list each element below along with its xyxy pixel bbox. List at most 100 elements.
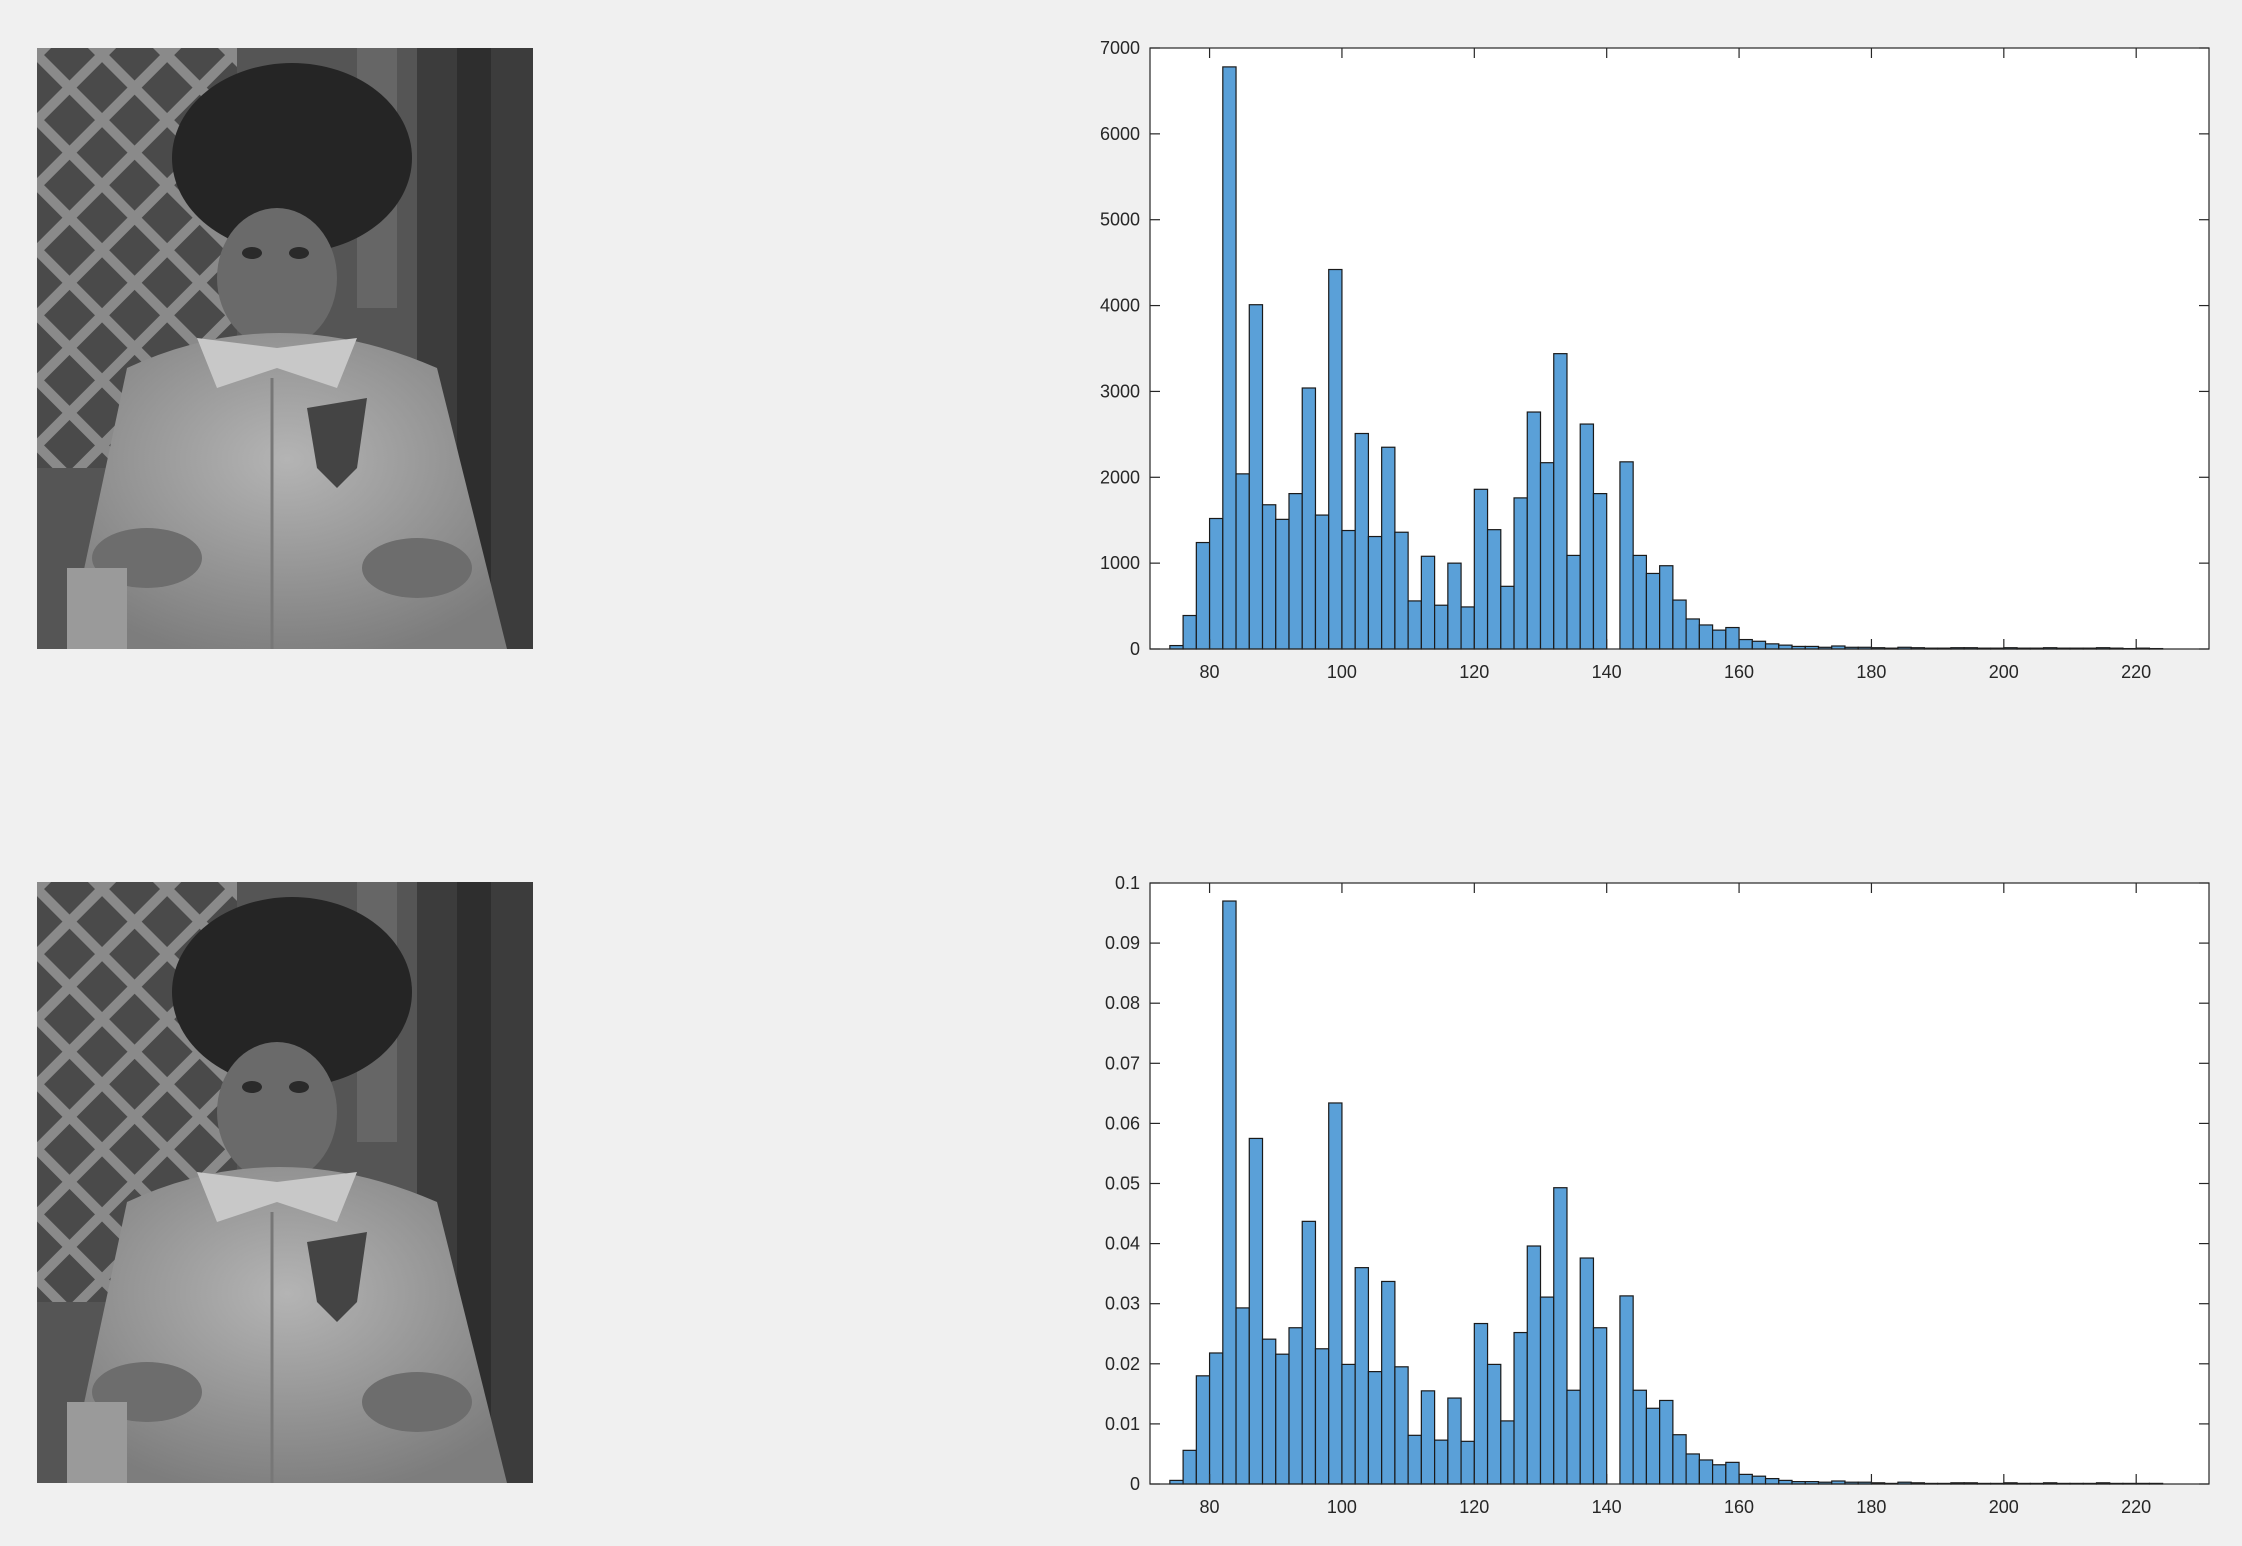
histogram-bar [1685,618,1700,650]
histogram-bar [1711,629,1727,650]
histogram-bar [1354,432,1370,650]
x-tick-label: 100 [1327,1497,1357,1517]
histogram-bar [1486,1363,1502,1485]
histogram-bar [1261,1338,1277,1485]
histogram-bar [1526,411,1542,650]
histogram-bar [1261,504,1277,650]
histogram-bar [1698,624,1714,650]
histogram-1: 80 100 120 140 160 180 200 220 0 1000 2000 3000 4000… [1100,38,2210,682]
histogram-bar [1539,462,1555,650]
y-tick-label: 0.07 [1105,1053,1140,1073]
histogram-bar [1275,1353,1290,1485]
histogram-bar [1182,614,1197,650]
histogram-bar [1367,1371,1383,1485]
histogram-bar [1434,604,1449,650]
histogram-bar [1526,1245,1542,1485]
histogram-bar [1367,535,1383,650]
histogram-bar [1632,554,1648,650]
y-tick-label: 2000 [1100,467,1140,487]
histogram-bar [1381,1280,1396,1485]
histogram-bar [1659,565,1674,650]
histogram-bar [1195,1375,1211,1485]
histogram-bar [1248,304,1264,650]
histogram-bar [1764,1477,1780,1485]
histogram-bar [1553,1187,1568,1485]
histogram-bar [1751,640,1767,650]
histogram-bar [1486,529,1502,650]
histogram-bar [1420,555,1436,650]
histogram-bar [1248,1137,1264,1485]
histogram-bar [1592,492,1608,650]
histogram-bar [1235,1307,1250,1485]
y-tick-label: 0 [1130,1474,1140,1494]
x-tick-label: 80 [1200,662,1220,682]
y-tick-label: 0.01 [1105,1414,1140,1434]
histogram-bar [1288,1327,1303,1485]
grayscale-photo-copy [37,882,533,1483]
histogram-bar [1182,1449,1197,1485]
histogram-bar [1592,1327,1608,1485]
histogram-bar [1394,1366,1409,1485]
histogram-bar [1659,1399,1674,1485]
x-tick-label: 160 [1724,662,1754,682]
x-tick-label: 140 [1592,662,1622,682]
histogram-bar [1725,1461,1740,1485]
histogram-bar [1566,1389,1581,1485]
histogram-bar [1341,1363,1356,1485]
histogram-bar [1222,66,1237,650]
x-tick-label: 100 [1327,662,1357,682]
x-tick-label: 220 [2121,662,2151,682]
x-tick-label: 180 [1856,1497,1886,1517]
axes-box [1149,47,2210,650]
histogram-bar [1314,514,1330,650]
child-photo-illustration [37,882,533,1483]
histogram-bar [1394,531,1409,650]
x-tick-label: 160 [1724,1497,1754,1517]
grayscale-photo-original [37,48,533,649]
y-tick-label: 0.03 [1105,1294,1140,1314]
x-tick-label: 120 [1459,662,1489,682]
histogram-bar [1764,643,1780,650]
histogram-bar [1738,1473,1753,1485]
histogram-bar [1513,497,1528,650]
histogram-bar [1407,600,1422,650]
histogram-bar [1725,626,1740,650]
histogram-bar [1473,1322,1489,1485]
x-tick-label: 120 [1459,1497,1489,1517]
histogram-bar [1447,1397,1462,1485]
y-tick-label: 3000 [1100,381,1140,401]
histogram-bar [1500,1420,1515,1485]
histogram-bar [1235,473,1250,650]
histogram-bar [1275,518,1290,650]
histogram-bar [1685,1453,1700,1485]
x-tick-label: 200 [1989,1497,2019,1517]
x-tick-label: 80 [1200,1497,1220,1517]
y-tick-label: 0.1 [1115,873,1140,893]
histogram-bar [1447,562,1462,650]
x-tick-label: 180 [1856,662,1886,682]
histogram-bar [1698,1459,1714,1485]
histogram-bar [1672,1434,1687,1485]
y-tick-label: 0.09 [1105,933,1140,953]
histogram-bar [1195,541,1211,650]
histogram-bar [1434,1439,1449,1485]
histogram-bar [1328,1102,1343,1485]
histogram-bar [1645,572,1661,650]
x-tick-label: 140 [1592,1497,1622,1517]
y-tick-label: 1000 [1100,553,1140,573]
y-tick-label: 5000 [1100,210,1140,230]
histogram-bar [1579,1257,1595,1485]
histogram-bar [1645,1407,1661,1485]
histogram-bar [1738,638,1753,650]
histogram-bar [1460,606,1475,650]
histogram-bar [1513,1331,1528,1485]
histogram-bar [1672,599,1687,650]
y-tick-label: 0.05 [1105,1174,1140,1194]
y-tick-label: 0.06 [1105,1113,1140,1133]
histogram-bar [1751,1475,1767,1485]
histogram-bar [1473,488,1489,650]
histogram-bar [1328,268,1343,650]
x-tick-label: 200 [1989,662,2019,682]
y-tick-label: 0.02 [1105,1354,1140,1374]
y-tick-label: 0 [1130,639,1140,659]
